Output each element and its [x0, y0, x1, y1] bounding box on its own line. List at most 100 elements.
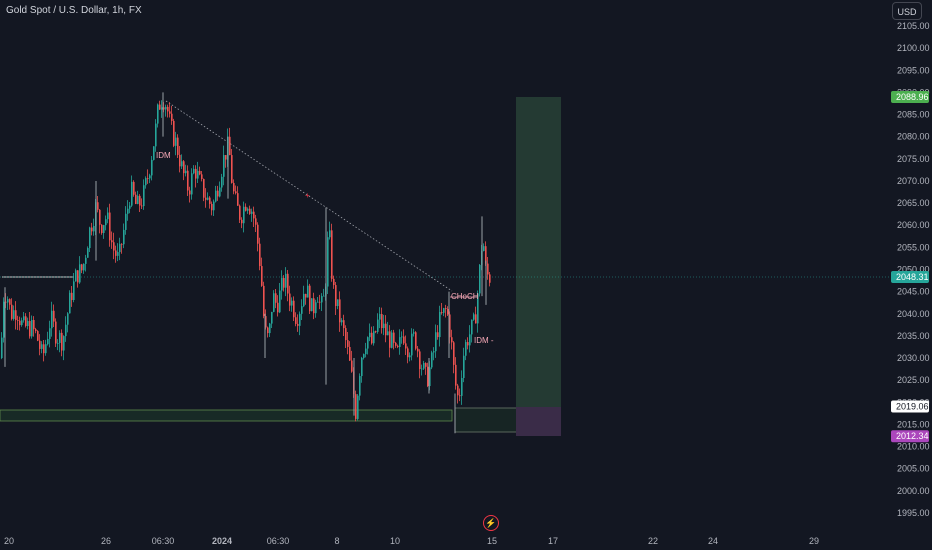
- candle-body: [201, 174, 203, 179]
- candle-body: [215, 190, 217, 202]
- candle-body: [243, 206, 245, 224]
- candle-body: [295, 317, 297, 324]
- price-tick-label: 2060.00: [897, 220, 930, 230]
- candle-body: [183, 161, 185, 174]
- candle-body: [339, 299, 341, 323]
- candle-body: [207, 197, 209, 200]
- candle-body: [331, 230, 333, 279]
- candle-body: [453, 342, 455, 365]
- price-tick-label: 2100.00: [897, 43, 930, 53]
- candle-body: [343, 320, 345, 329]
- price-labels: 2088.96 2048.31 2019.06 2012.34: [891, 91, 929, 443]
- candle-body: [107, 212, 109, 220]
- demand-zone[interactable]: [0, 409, 453, 422]
- cross-marker: +: [305, 191, 310, 200]
- candle-body: [1, 337, 3, 359]
- candle-body: [333, 278, 335, 286]
- tradingview-flash-icon[interactable]: ⚡: [483, 515, 499, 531]
- candle-body: [41, 344, 43, 349]
- profit-zone[interactable]: [516, 97, 561, 407]
- candle-body: [117, 252, 119, 256]
- candle-body: [57, 342, 59, 344]
- candle-body: [269, 323, 271, 334]
- price-tick-label: 1995.00: [897, 508, 930, 518]
- candle-body: [25, 316, 27, 327]
- candle-body: [15, 310, 17, 321]
- candle-body: [311, 298, 313, 312]
- price-tick-label: 2105.00: [897, 21, 930, 31]
- candle-body: [293, 300, 295, 318]
- candle-body: [461, 377, 463, 396]
- candle-body: [347, 340, 349, 347]
- price-label-stop-loss: [891, 430, 929, 443]
- candle-body: [93, 225, 95, 232]
- candle-body: [455, 364, 457, 386]
- time-tick-label: 22: [648, 536, 658, 546]
- candle-body: [185, 170, 187, 174]
- candle-body: [421, 368, 423, 370]
- candle-body: [363, 354, 365, 358]
- price-tick-label: 2075.00: [897, 154, 930, 164]
- candle-body: [189, 190, 191, 195]
- candle-body: [149, 175, 151, 179]
- currency-button[interactable]: USD: [892, 2, 922, 20]
- candle-body: [309, 285, 311, 312]
- candle-body: [253, 211, 255, 219]
- loss-zone[interactable]: [516, 407, 561, 436]
- price-axis[interactable]: 1995.002000.002005.002010.002015.002020.…: [897, 21, 930, 518]
- symbol-title: Gold Spot / U.S. Dollar, 1h, FX: [6, 5, 142, 16]
- candle-body: [365, 348, 367, 355]
- candle-body: [335, 285, 337, 307]
- candle-body: [305, 293, 307, 298]
- time-tick-label: 17: [548, 536, 558, 546]
- candle-body: [275, 293, 277, 303]
- candle-body: [251, 211, 253, 214]
- time-tick-label: 8: [334, 536, 339, 546]
- candle-body: [479, 264, 481, 294]
- idm-label-1: IDM: [156, 151, 171, 160]
- time-axis[interactable]: 20 26 06:30 2024 06:30 8 10 15 17 22 24 29: [4, 536, 819, 546]
- candle-body: [449, 314, 451, 338]
- candle-body: [199, 170, 201, 175]
- candle-body: [351, 360, 353, 372]
- candle-body: [77, 270, 79, 283]
- candle-body: [423, 363, 425, 369]
- candle-body: [425, 363, 427, 367]
- candle-body: [355, 394, 357, 419]
- candle-body: [369, 332, 371, 338]
- candle-body: [85, 257, 87, 264]
- candle-body: [457, 385, 459, 396]
- candle-body: [285, 273, 287, 288]
- candle-body: [387, 331, 389, 336]
- candle-body: [289, 293, 291, 306]
- candle-body: [359, 376, 361, 396]
- candle-body: [317, 301, 319, 303]
- idm-label-2: IDM -: [474, 336, 494, 345]
- candle-body: [415, 332, 417, 349]
- candle-body: [223, 155, 225, 177]
- candle-body: [297, 323, 299, 326]
- candle-body: [141, 205, 143, 207]
- price-tick-label: 2085.00: [897, 110, 930, 120]
- candle-body: [133, 181, 135, 195]
- candle-body: [43, 344, 45, 354]
- candle-body: [411, 333, 413, 356]
- candle-body: [27, 321, 29, 327]
- candle-body: [281, 278, 283, 291]
- candle-body: [51, 310, 53, 329]
- candle-body: [375, 331, 377, 333]
- candle-body: [155, 123, 157, 147]
- candle-body: [53, 310, 55, 322]
- candle-body: [13, 310, 15, 319]
- candle-body: [383, 323, 385, 329]
- candle-body: [247, 208, 249, 211]
- candle-body: [235, 191, 237, 194]
- candle-body: [225, 155, 227, 160]
- time-tick-label: 10: [390, 536, 400, 546]
- price-tick-label: 2095.00: [897, 65, 930, 75]
- candle-body: [255, 218, 257, 225]
- time-tick-label: 2024: [212, 536, 232, 546]
- trend-line[interactable]: [165, 100, 453, 292]
